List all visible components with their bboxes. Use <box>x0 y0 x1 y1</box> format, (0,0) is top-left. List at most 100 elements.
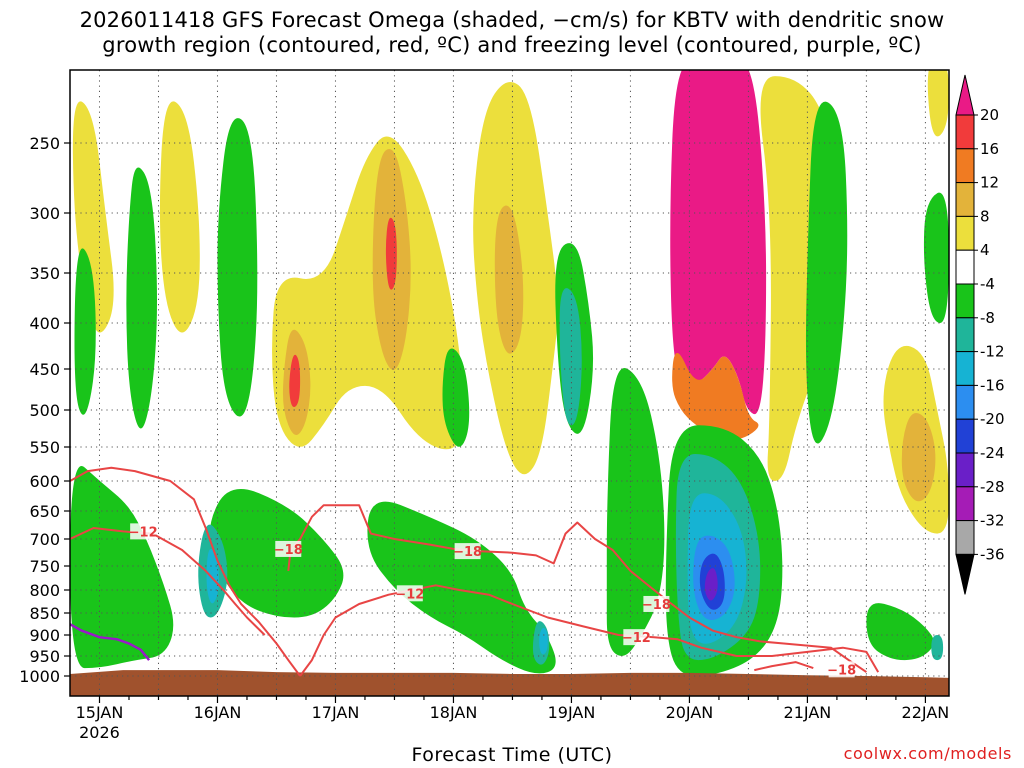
colorbar-swatch-9 <box>955 384 975 420</box>
y-tick-label-850: 850 <box>29 604 60 623</box>
dgz-contours: −12 −18 −18 −12 −18 −12 −18 <box>70 466 880 678</box>
x-tick-year-label: 2026 <box>79 723 120 742</box>
contour-label-bg <box>130 523 157 540</box>
colorbar-label-13: -36 <box>980 545 1005 563</box>
y-tick-label-350: 350 <box>29 264 60 283</box>
omega-region-27 <box>442 348 470 447</box>
dgz-contour-1 <box>70 527 266 636</box>
colorbar-label-0: 20 <box>980 106 999 124</box>
dgz-contour-0 <box>70 466 301 677</box>
colorbar-swatch-8 <box>955 351 975 386</box>
colorbar-swatch-12 <box>955 486 975 522</box>
y-tick-label-700: 700 <box>29 530 60 549</box>
omega-region-20 <box>367 501 556 674</box>
omega-region-12 <box>901 413 936 502</box>
colorbar-label-6: -8 <box>980 309 995 327</box>
x-tick-label-2: 17JAN <box>312 703 360 722</box>
colorbar: 20 16 12 8 4 -4 -8 -12 -16 -20 -24 -28 -32 -36 <box>955 74 1005 595</box>
x-tick-label-3: 18JAN <box>430 703 478 722</box>
omega-region-14 <box>385 217 397 290</box>
contour-label-6: −18 <box>827 663 856 678</box>
colorbar-swatch-1 <box>955 114 975 150</box>
colorbar-label-1: 16 <box>980 140 999 158</box>
x-tick-label-1: 16JAN <box>194 703 242 722</box>
colorbar-label-7: -12 <box>980 343 1005 361</box>
terrain-fill <box>70 670 949 696</box>
terrain <box>70 670 949 696</box>
omega-region-16 <box>126 167 157 429</box>
x-axis: 15JAN 16JAN 17JAN 18JAN 19JAN 20JAN 21JAN 22JAN… <box>76 696 950 742</box>
y-tick-label-750: 750 <box>29 557 60 576</box>
omega-region-28 <box>559 288 582 426</box>
colorbar-swatch-10 <box>955 418 975 454</box>
contour-label-bg <box>828 661 855 678</box>
colorbar-label-4: 4 <box>980 241 990 259</box>
y-tick-label-650: 650 <box>29 502 60 521</box>
y-tick-label-450: 450 <box>29 360 60 379</box>
x-tick-label-0: 15JAN <box>76 703 124 722</box>
chart-title-line-1: 2026011418 GFS Forecast Omega (shaded, −… <box>79 8 945 32</box>
contour-label-1: −18 <box>274 543 303 558</box>
omega-region-8 <box>927 70 949 137</box>
omega-region-11 <box>494 205 524 354</box>
x-axis-title: Forecast Time (UTC) <box>411 744 613 766</box>
omega-region-13 <box>289 354 301 408</box>
colorbar-label-8: -16 <box>980 376 1005 394</box>
colorbar-swatch-2 <box>955 148 975 184</box>
plot-frame <box>69 69 950 697</box>
contour-label-2: −18 <box>453 545 482 560</box>
y-tick-label-500: 500 <box>29 401 60 420</box>
omega-region-22 <box>606 367 665 656</box>
omega-region-3 <box>272 136 464 450</box>
contour-label-bg <box>623 629 650 646</box>
omega-region-34 <box>539 627 548 655</box>
credit-link[interactable]: coolwx.com/models <box>843 744 1012 763</box>
colorbar-label-2: 12 <box>980 174 999 192</box>
x-tick-label-7: 22JAN <box>902 703 950 722</box>
colorbar-swatch-3 <box>955 182 975 217</box>
x-tick-label-6: 21JAN <box>784 703 832 722</box>
contour-label-bg <box>396 585 423 602</box>
omega-region-1 <box>672 353 759 440</box>
colorbar-label-11: -28 <box>980 478 1005 496</box>
y-tick-label-400: 400 <box>29 314 60 333</box>
y-tick-label-550: 550 <box>29 438 60 457</box>
dgz-contour-3 <box>287 504 867 673</box>
dgz-contour-2 <box>299 584 880 677</box>
contour-label-3: −12 <box>395 587 424 602</box>
colorbar-label-9: -20 <box>980 410 1005 428</box>
colorbar-swatch-7 <box>955 317 975 353</box>
freezing-level-contour <box>70 623 151 661</box>
omega-region-18 <box>217 118 258 417</box>
x-tick-label-4: 19JAN <box>548 703 596 722</box>
y-tick-label-950: 950 <box>29 647 60 666</box>
colorbar-label-5: -4 <box>980 275 995 293</box>
y-tick-label-900: 900 <box>29 626 60 645</box>
omega-region-25 <box>866 603 934 661</box>
colorbar-top-arrow <box>955 74 975 116</box>
colorbar-swatch-5 <box>955 249 975 285</box>
contour-label-bg <box>275 540 302 557</box>
contour-label-bg <box>454 543 481 560</box>
omega-region-15 <box>70 465 174 669</box>
x-tick-label-5: 20JAN <box>666 703 714 722</box>
omega-region-32 <box>931 635 944 661</box>
y-tick-label-600: 600 <box>29 472 60 491</box>
contour-label-4: −18 <box>642 598 671 613</box>
grid-lines <box>70 70 949 696</box>
colorbar-swatch-4 <box>955 215 975 251</box>
y-tick-label-250: 250 <box>29 134 60 153</box>
colorbar-label-3: 8 <box>980 207 990 225</box>
colorbar-label-10: -24 <box>980 444 1005 462</box>
y-axis: 250 300 350 400 450 500 550 600 650 700 750 800 850 9… <box>19 134 70 686</box>
omega-region-26 <box>923 192 949 323</box>
colorbar-bottom-arrow <box>955 553 975 595</box>
omega-region-24 <box>805 101 848 444</box>
contour-label-bg <box>643 595 670 612</box>
omega-region-38 <box>704 568 718 601</box>
omega-region-6 <box>159 101 200 333</box>
omega-region-17 <box>74 248 96 415</box>
omega-shading <box>70 70 949 676</box>
omega-region-0 <box>670 70 767 415</box>
